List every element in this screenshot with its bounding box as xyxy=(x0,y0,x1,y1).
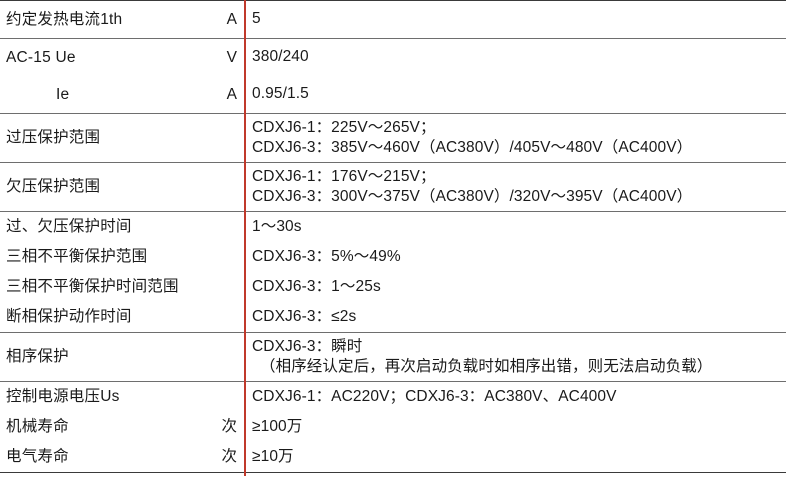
row-value-line-1: ≥100万 xyxy=(252,417,303,435)
table-row: AC-15 Ue V 380/240 xyxy=(0,39,786,76)
table-row-group-supply-and-life: 控制电源电压Us CDXJ6-1：AC220V；CDXJ6-3：AC380V、A… xyxy=(0,382,786,472)
row-unit: 次 xyxy=(221,418,237,436)
row-value-line-2: （相序经认定后，再次启动负载时如相序出错，则无法启动负载） xyxy=(260,358,713,375)
row-label: AC-15 Ue xyxy=(6,48,76,66)
row-value-line-1: CDXJ6-1：AC220V；CDXJ6-3：AC380V、AC400V xyxy=(252,387,617,405)
column-divider-line xyxy=(244,0,246,476)
table-row-group-thermal-current: 约定发热电流1th A 5 xyxy=(0,1,786,39)
row-unit: V xyxy=(226,48,237,66)
row-value: ≥10万 xyxy=(244,442,786,472)
row-value-line-1: ≥10万 xyxy=(252,447,294,465)
row-label: 过压保护范围 xyxy=(6,129,101,147)
row-unit xyxy=(206,333,244,381)
row-unit xyxy=(206,272,244,302)
row-label: 过、欠压保护时间 xyxy=(6,218,132,236)
table-row: 电气寿命 次 ≥10万 xyxy=(0,442,786,472)
row-value-line-1: CDXJ6-1：176V～215V； xyxy=(252,167,436,185)
row-value-line-1: CDXJ6-1：225V～265V； xyxy=(252,118,436,136)
row-label: 三相不平衡保护时间范围 xyxy=(6,278,179,296)
table-row: 三相不平衡保护范围 CDXJ6-3：5%～49% xyxy=(0,242,786,272)
row-value: 5 xyxy=(244,1,786,38)
row-value-line-1: 5 xyxy=(252,10,261,28)
row-unit xyxy=(206,212,244,242)
row-value-line-1: CDXJ6-3：瞬时 xyxy=(252,337,363,355)
row-value: ≥100万 xyxy=(244,412,786,442)
table-row: 欠压保护范围 CDXJ6-1：176V～215V； CDXJ6-3：300V～3… xyxy=(0,163,786,211)
row-label: 控制电源电压Us xyxy=(6,388,120,406)
row-unit xyxy=(206,242,244,272)
row-value: 1～30s xyxy=(244,212,786,242)
table-row: 过压保护范围 CDXJ6-1：225V～265V； CDXJ6-3：385V～4… xyxy=(0,114,786,162)
table-row: 约定发热电流1th A 5 xyxy=(0,1,786,38)
table-row-group-undervoltage: 欠压保护范围 CDXJ6-1：176V～215V； CDXJ6-3：300V～3… xyxy=(0,163,786,212)
row-value: 0.95/1.5 xyxy=(244,76,786,113)
row-value: CDXJ6-1：AC220V；CDXJ6-3：AC380V、AC400V xyxy=(244,382,786,412)
row-unit xyxy=(206,302,244,332)
row-label: 欠压保护范围 xyxy=(6,178,101,196)
row-value-line-2: CDXJ6-3：300V～375V（AC380V）/320V～395V（AC40… xyxy=(252,188,693,205)
row-unit xyxy=(206,382,244,412)
row-value-line-2: CDXJ6-3：385V～460V（AC380V）/405V～480V（AC40… xyxy=(252,139,693,156)
table-row-group-protection-timing: 过、欠压保护时间 1～30s 三相不平衡保护范围 CDXJ6-3：5%～49% … xyxy=(0,212,786,333)
table-row-group-overvoltage: 过压保护范围 CDXJ6-1：225V～265V； CDXJ6-3：385V～4… xyxy=(0,114,786,163)
row-unit: A xyxy=(226,10,237,28)
row-unit xyxy=(206,114,244,162)
table-row: 相序保护 CDXJ6-3：瞬时 （相序经认定后，再次启动负载时如相序出错，则无法… xyxy=(0,333,786,381)
table-row: 控制电源电压Us CDXJ6-1：AC220V；CDXJ6-3：AC380V、A… xyxy=(0,382,786,412)
row-value-line-1: CDXJ6-3：≤2s xyxy=(252,307,357,325)
row-label: 约定发热电流1th xyxy=(6,10,123,28)
table-row-group-phase-sequence: 相序保护 CDXJ6-3：瞬时 （相序经认定后，再次启动负载时如相序出错，则无法… xyxy=(0,333,786,382)
row-value-line-1: 0.95/1.5 xyxy=(252,85,309,103)
row-unit: 次 xyxy=(221,448,237,466)
row-value: CDXJ6-3：瞬时 （相序经认定后，再次启动负载时如相序出错，则无法启动负载） xyxy=(244,333,786,381)
row-value-line-1: 380/240 xyxy=(252,48,309,66)
row-label: 相序保护 xyxy=(6,348,69,366)
table-row: 机械寿命 次 ≥100万 xyxy=(0,412,786,442)
table-row: Ie A 0.95/1.5 xyxy=(0,76,786,113)
row-unit xyxy=(206,163,244,211)
row-value: CDXJ6-3：≤2s xyxy=(244,302,786,332)
row-value: CDXJ6-1：176V～215V； CDXJ6-3：300V～375V（AC3… xyxy=(244,163,786,211)
row-label: 电气寿命 xyxy=(6,448,69,466)
row-label: Ie xyxy=(56,85,70,103)
row-value-line-1: 1～30s xyxy=(252,217,302,235)
row-value: CDXJ6-3：5%～49% xyxy=(244,242,786,272)
table-row-group-ac15: AC-15 Ue V 380/240 Ie A 0.95/1.5 xyxy=(0,39,786,114)
row-label: 三相不平衡保护范围 xyxy=(6,248,148,266)
table-row: 三相不平衡保护时间范围 CDXJ6-3：1～25s xyxy=(0,272,786,302)
table-row: 过、欠压保护时间 1～30s xyxy=(0,212,786,242)
specification-table: 约定发热电流1th A 5 AC-15 Ue V 380/240 Ie A 0.… xyxy=(0,0,786,476)
row-value-line-1: CDXJ6-3：5%～49% xyxy=(252,247,401,265)
row-value: CDXJ6-1：225V～265V； CDXJ6-3：385V～460V（AC3… xyxy=(244,114,786,162)
row-unit: A xyxy=(226,85,237,103)
row-value: CDXJ6-3：1～25s xyxy=(244,272,786,302)
row-value-line-1: CDXJ6-3：1～25s xyxy=(252,277,381,295)
row-label: 断相保护动作时间 xyxy=(6,308,132,326)
row-label: 机械寿命 xyxy=(6,418,69,436)
row-value: 380/240 xyxy=(244,39,786,76)
table-row: 断相保护动作时间 CDXJ6-3：≤2s xyxy=(0,302,786,332)
